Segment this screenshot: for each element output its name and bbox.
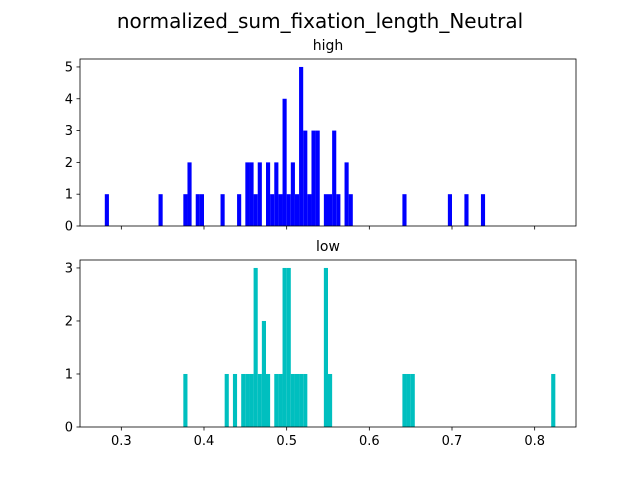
- low-xtick-label: 0.7: [442, 434, 463, 449]
- figure-title: normalized_sum_fixation_length_Neutral: [117, 9, 523, 33]
- high-histogram-bar: [104, 194, 109, 226]
- high-histogram-bar: [332, 130, 337, 226]
- low-histogram-bar: [274, 373, 279, 427]
- high-histogram-bar: [274, 162, 279, 226]
- low-histogram-bar: [278, 373, 283, 427]
- low-histogram-bar: [406, 373, 411, 427]
- high-histogram-bar: [278, 194, 283, 226]
- low-histogram-bar: [282, 267, 287, 427]
- high-histogram-bar: [299, 66, 304, 226]
- low-ytick-label: 0: [65, 421, 73, 436]
- high-histogram-bar: [480, 194, 486, 226]
- low-histogram-bar: [253, 267, 258, 427]
- low-histogram-bar: [224, 373, 229, 427]
- high-histogram-bar: [158, 194, 163, 226]
- high-histogram-bar: [266, 162, 271, 226]
- low-histogram-bar: [266, 373, 271, 427]
- low-ytick-label: 1: [65, 367, 73, 382]
- subplot-low: low 0 1 2 3 0.3 0.4 0.5 0.6 0.7 0.8: [65, 239, 577, 449]
- high-histogram-bar: [315, 130, 320, 226]
- high-histogram-bar: [290, 162, 295, 226]
- high-histogram-bar: [336, 194, 341, 226]
- high-histogram-bar: [286, 194, 291, 226]
- high-ytick-label: 4: [65, 92, 73, 107]
- low-histogram-bar: [261, 320, 266, 427]
- subplot-high: high 0 1 2 3 4 5: [65, 38, 577, 235]
- low-histogram-bar: [286, 267, 291, 427]
- high-histogram-bar: [183, 194, 188, 226]
- low-histogram-bar: [410, 373, 415, 427]
- high-histogram-bar: [245, 162, 250, 226]
- high-histogram-bar: [282, 98, 287, 226]
- high-histogram-bar: [307, 194, 312, 226]
- low-histogram-bar: [249, 373, 254, 427]
- high-histogram-bar: [195, 194, 200, 226]
- high-histogram-bar: [464, 194, 469, 226]
- low-subplot-title: low: [316, 239, 340, 255]
- high-histogram-bar: [344, 162, 349, 226]
- high-histogram-bar: [220, 194, 225, 226]
- low-histogram-bar: [299, 373, 304, 427]
- low-xtick-label: 0.6: [359, 434, 380, 449]
- high-subplot-title: high: [313, 38, 344, 54]
- low-histogram-bar: [323, 267, 328, 427]
- low-xtick-label: 0.3: [111, 434, 132, 449]
- high-histogram-bar: [402, 194, 407, 226]
- high-ytick-label: 5: [65, 60, 73, 75]
- low-histogram-bar: [303, 373, 308, 427]
- low-histogram-bar: [402, 373, 407, 427]
- high-histogram-bar: [323, 194, 328, 226]
- high-histogram-bar: [303, 130, 308, 226]
- low-histogram-bar: [183, 373, 188, 427]
- high-histogram-bar: [257, 162, 262, 226]
- high-histogram-bar: [447, 194, 452, 226]
- high-histogram-bar: [294, 194, 300, 226]
- high-histogram-bar: [348, 194, 353, 226]
- high-histogram-bar: [270, 194, 275, 226]
- low-xtick-label: 0.4: [194, 434, 215, 449]
- low-xtick-label: 0.5: [276, 434, 297, 449]
- low-histogram-bar: [257, 373, 262, 427]
- high-histogram-bar: [253, 194, 258, 226]
- low-ytick-label: 3: [65, 261, 73, 276]
- high-histogram-bar: [187, 162, 192, 226]
- high-histogram-bar: [237, 194, 242, 226]
- high-ytick-label: 1: [65, 188, 73, 203]
- high-histogram-bar: [249, 162, 254, 226]
- low-histogram-bar: [241, 373, 246, 427]
- low-xtick-label: 0.8: [524, 434, 545, 449]
- low-histogram-bar: [245, 373, 250, 427]
- high-ytick-label: 2: [65, 156, 73, 171]
- high-histogram-bar: [199, 194, 204, 226]
- low-axes-frame: [79, 259, 577, 428]
- high-histogram-bar: [328, 194, 333, 226]
- high-ytick-label: 3: [65, 124, 73, 139]
- low-histogram-bar: [328, 373, 333, 427]
- low-histogram-bar: [232, 373, 238, 427]
- low-histogram-bar: [551, 373, 556, 427]
- low-histogram-bar: [294, 373, 300, 427]
- low-histogram-bar: [290, 373, 295, 427]
- high-histogram-bar: [311, 130, 316, 226]
- low-ytick-label: 2: [65, 314, 73, 329]
- high-axes-frame: [79, 58, 577, 227]
- high-ytick-label: 0: [65, 220, 73, 235]
